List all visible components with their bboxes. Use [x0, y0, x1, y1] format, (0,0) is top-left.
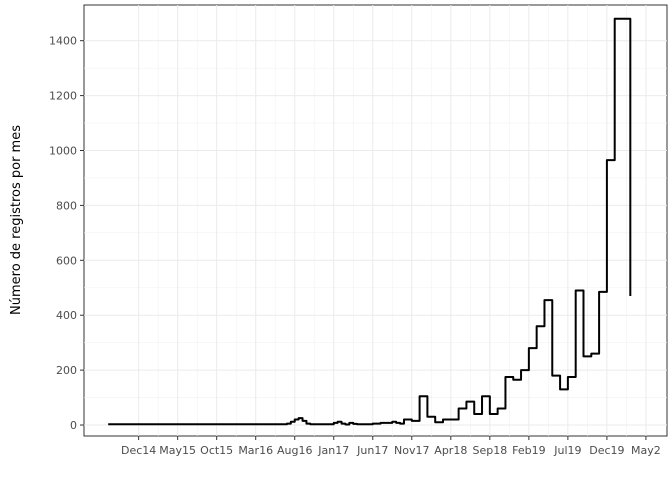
- y-tick-label: 600: [56, 254, 77, 267]
- x-tick-label: Dec14: [121, 444, 156, 457]
- y-tick-label: 1400: [49, 35, 77, 48]
- x-tick-label: Mar16: [238, 444, 273, 457]
- y-tick-label: 400: [56, 309, 77, 322]
- minor-gridlines: [84, 5, 667, 436]
- x-tick-label: Jun17: [356, 444, 388, 457]
- x-tick-label: Oct15: [200, 444, 233, 457]
- x-tick-label: May2: [631, 444, 661, 457]
- x-tick-label: Jul19: [553, 444, 581, 457]
- y-tick-label: 0: [70, 419, 77, 432]
- x-tick-label: Sep18: [472, 444, 507, 457]
- series-line: [108, 17, 632, 426]
- x-tick-label: May15: [159, 444, 196, 457]
- y-tick-label: 1200: [49, 90, 77, 103]
- x-tick-label: Nov17: [394, 444, 429, 457]
- y-tick-label: 1000: [49, 144, 77, 157]
- y-tick-label: 200: [56, 364, 77, 377]
- y-axis: 0 200 400 600 800 1000 1200 1400: [49, 35, 84, 432]
- y-axis-title: Número de registros por mes: [9, 125, 24, 315]
- x-tick-label: Apr18: [434, 444, 467, 457]
- y-tick-label: 800: [56, 199, 77, 212]
- plot-background: [83, 4, 668, 437]
- x-axis: Dec14 May15 Oct15 Mar16 Aug16 Jan17 Jun17 Nov17…: [121, 436, 661, 457]
- x-tick-label: Dec19: [589, 444, 624, 457]
- x-tick-label: Feb19: [512, 444, 545, 457]
- x-tick-label: Jan17: [317, 444, 349, 457]
- x-tick-label: Aug16: [277, 444, 312, 457]
